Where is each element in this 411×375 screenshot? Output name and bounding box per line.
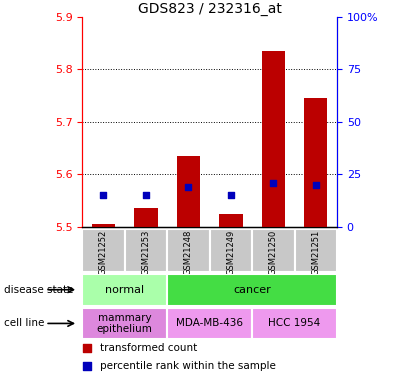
- Bar: [125, 229, 167, 272]
- Bar: [210, 229, 252, 272]
- Bar: [177, 156, 200, 227]
- Bar: [82, 274, 167, 306]
- Bar: [167, 274, 337, 306]
- Text: GSM21249: GSM21249: [226, 230, 236, 275]
- Bar: [262, 51, 285, 227]
- Text: mammary
epithelium: mammary epithelium: [97, 313, 152, 334]
- Bar: [82, 229, 125, 272]
- Text: GSM21252: GSM21252: [99, 230, 108, 275]
- Text: GSM21250: GSM21250: [269, 230, 278, 275]
- Bar: [82, 308, 167, 339]
- Text: percentile rank within the sample: percentile rank within the sample: [100, 362, 276, 371]
- Bar: [295, 229, 337, 272]
- Point: [100, 192, 107, 198]
- Bar: [167, 229, 210, 272]
- Text: normal: normal: [105, 285, 144, 295]
- Text: transformed count: transformed count: [100, 343, 197, 353]
- Text: GSM21248: GSM21248: [184, 230, 193, 275]
- Point: [253, 123, 259, 129]
- Title: GDS823 / 232316_at: GDS823 / 232316_at: [138, 2, 282, 16]
- Point: [270, 180, 277, 186]
- Bar: [92, 224, 115, 227]
- Bar: [304, 98, 328, 227]
- Point: [185, 184, 192, 190]
- Text: HCC 1954: HCC 1954: [268, 318, 321, 328]
- Text: disease state: disease state: [4, 285, 74, 295]
- Text: MDA-MB-436: MDA-MB-436: [176, 318, 243, 328]
- Bar: [252, 308, 337, 339]
- Bar: [252, 229, 295, 272]
- Text: GSM21251: GSM21251: [311, 230, 320, 275]
- Point: [253, 292, 259, 298]
- Point: [228, 192, 234, 198]
- Point: [312, 182, 319, 188]
- Bar: [134, 209, 157, 227]
- Text: cell line: cell line: [4, 318, 44, 328]
- Text: cancer: cancer: [233, 285, 271, 295]
- Text: GSM21253: GSM21253: [141, 230, 150, 275]
- Bar: [219, 214, 242, 227]
- Bar: [167, 308, 252, 339]
- Point: [143, 192, 149, 198]
